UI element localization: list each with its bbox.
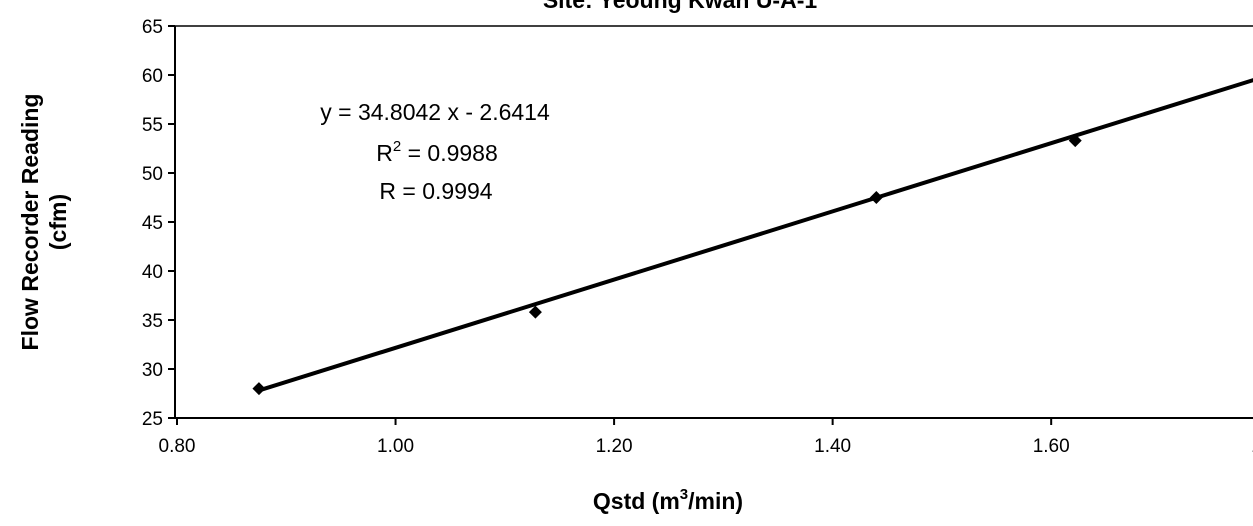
x-axis-title-tail: /min) bbox=[688, 488, 743, 514]
data-point bbox=[252, 382, 266, 396]
x-tick-label: 1.60 bbox=[1033, 436, 1070, 457]
r-squared-superscript: 2 bbox=[393, 138, 401, 155]
y-axis-title-line2: (cfm) bbox=[45, 194, 71, 250]
y-tick-label: 60 bbox=[142, 66, 163, 87]
x-tick-group: 0.80 1.00 1.20 1.40 1.60 1.80 bbox=[159, 418, 1253, 457]
data-point bbox=[869, 191, 883, 204]
r-squared-prefix: R bbox=[376, 140, 393, 166]
plot-area bbox=[174, 25, 1253, 419]
chart-title: Site: Yeoung Kwan U-A-1 bbox=[543, 0, 818, 13]
y-tick-label: 50 bbox=[142, 164, 163, 185]
regression-annotation: y = 34.8042 x - 2.6414 R2 = 0.9988 R = 0… bbox=[320, 99, 550, 204]
r-squared-value: = 0.9988 bbox=[401, 140, 498, 166]
data-point bbox=[528, 305, 542, 319]
x-axis-title-main: Qstd (m bbox=[593, 488, 680, 514]
x-tick-label: 1.00 bbox=[377, 436, 414, 457]
y-axis-title-line1: Flow Recorder Reading bbox=[17, 94, 43, 351]
r-label: R = 0.9994 bbox=[379, 178, 492, 204]
x-tick-label: 1.80 bbox=[1251, 436, 1253, 457]
y-axis-title: Flow Recorder Reading(cfm) bbox=[17, 94, 71, 351]
y-tick-label: 65 bbox=[142, 17, 163, 38]
y-tick-label: 30 bbox=[142, 360, 163, 381]
y-tick-label: 40 bbox=[142, 262, 163, 283]
x-axis-title: Qstd (m3/min) bbox=[593, 486, 743, 514]
x-tick-label: 1.20 bbox=[596, 436, 633, 457]
x-tick-label: 0.80 bbox=[159, 436, 196, 457]
y-tick-group: 25 30 35 40 45 50 55 60 65 bbox=[142, 17, 175, 430]
x-axis-title-superscript: 3 bbox=[680, 486, 688, 503]
y-tick-label: 25 bbox=[142, 409, 163, 430]
x-tick-label: 1.40 bbox=[814, 436, 851, 457]
trendline bbox=[258, 78, 1253, 393]
y-tick-label: 45 bbox=[142, 213, 163, 234]
equation-label: y = 34.8042 x - 2.6414 bbox=[320, 99, 550, 125]
y-tick-label: 55 bbox=[142, 115, 163, 136]
data-point bbox=[1068, 134, 1082, 148]
y-tick-label: 35 bbox=[142, 311, 163, 332]
trendline-group bbox=[258, 78, 1253, 393]
r-squared-label: R2 = 0.9988 bbox=[376, 138, 498, 166]
data-point-group bbox=[252, 134, 1082, 396]
